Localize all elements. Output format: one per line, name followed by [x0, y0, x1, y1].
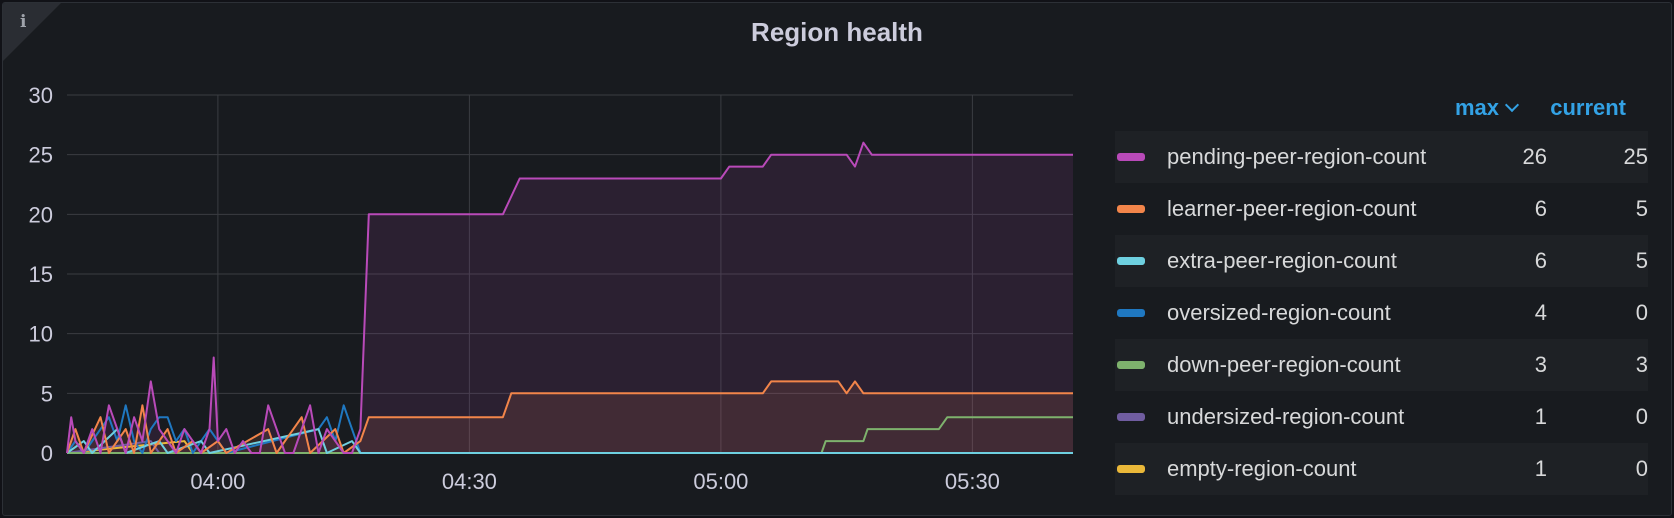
- legend-label: oversized-region-count: [1167, 300, 1391, 325]
- chart-plot: 0 5 10 15 20 25 30 04:00 04:30 05:00 05:30: [29, 83, 1073, 494]
- chevron-down-icon: [1504, 97, 1520, 113]
- legend-label: learner-peer-region-count: [1167, 196, 1417, 221]
- legend-swatch: [1117, 257, 1145, 265]
- x-tick-label: 04:00: [190, 469, 245, 494]
- legend-max-value: 6: [1534, 248, 1547, 273]
- info-icon[interactable]: i: [20, 12, 27, 32]
- legend-swatch: [1117, 413, 1145, 421]
- y-tick-label: 30: [29, 83, 53, 108]
- legend-header-current[interactable]: current: [1550, 95, 1626, 120]
- legend-swatch: [1117, 309, 1145, 317]
- y-tick-label: 20: [29, 202, 53, 227]
- legend-current-value: 0: [1635, 456, 1648, 481]
- series-line-down-peer-region-count: [67, 416, 1073, 454]
- series-lines: [66, 141, 1073, 454]
- x-tick-label: 04:30: [442, 469, 497, 494]
- y-tick-label: 10: [29, 322, 53, 347]
- legend-current-value: 5: [1635, 248, 1648, 273]
- y-tick-label: 5: [41, 381, 53, 406]
- legend-item-learner-peer-region-count[interactable]: learner-peer-region-count 6 5: [1115, 183, 1648, 235]
- legend: max current pending-peer-region-count 26 2…: [1115, 87, 1648, 495]
- x-tick-label: 05:00: [693, 469, 748, 494]
- legend-max-value: 4: [1534, 300, 1547, 325]
- legend-header-max[interactable]: max: [1455, 95, 1520, 121]
- series-line-learner-peer-region-count: [66, 380, 1073, 454]
- y-tick-label: 0: [41, 441, 53, 466]
- y-tick-label: 25: [29, 143, 53, 168]
- panel-title: Region health: [751, 17, 923, 47]
- legend-current-value: 0: [1635, 300, 1648, 325]
- legend-item-down-peer-region-count[interactable]: down-peer-region-count 3 3: [1115, 339, 1648, 391]
- legend-max-value: 3: [1534, 352, 1547, 377]
- series-fill-learner-peer-region-count: [67, 381, 1073, 453]
- legend-max-value: 1: [1534, 404, 1547, 429]
- y-tick-label: 15: [29, 262, 53, 287]
- legend-item-oversized-region-count[interactable]: oversized-region-count 4 0: [1115, 287, 1648, 339]
- legend-label: pending-peer-region-count: [1167, 144, 1427, 169]
- legend-max-value: 6: [1534, 196, 1547, 221]
- legend-item-pending-peer-region-count[interactable]: pending-peer-region-count 26 25: [1115, 131, 1648, 183]
- legend-swatch: [1117, 361, 1145, 369]
- legend-label: down-peer-region-count: [1167, 352, 1401, 377]
- legend-swatch: [1117, 205, 1145, 213]
- legend-max-value: 1: [1534, 456, 1547, 481]
- legend-current-value: 3: [1635, 352, 1648, 377]
- info-corner: [3, 3, 61, 61]
- series-fill-pending-peer-region-count: [67, 142, 1073, 453]
- legend-current-value: 0: [1635, 404, 1648, 429]
- legend-rows: pending-peer-region-count 26 25 learner-pee…: [1115, 131, 1648, 495]
- x-tick-label: 05:30: [945, 469, 1000, 494]
- legend-current-value: 25: [1623, 144, 1648, 169]
- legend-max-value: 26: [1522, 144, 1547, 169]
- x-axis-ticks: 04:00 04:30 05:00 05:30: [190, 469, 1000, 494]
- y-axis-ticks: 0 5 10 15 20 25 30: [29, 83, 53, 466]
- legend-item-extra-peer-region-count[interactable]: extra-peer-region-count 6 5: [1115, 235, 1648, 287]
- legend-swatch: [1117, 153, 1145, 161]
- chart-grid: [67, 94, 1073, 454]
- series-fills: [67, 142, 1073, 453]
- legend-item-undersized-region-count[interactable]: undersized-region-count 1 0: [1115, 391, 1648, 443]
- legend-label: undersized-region-count: [1167, 404, 1405, 429]
- legend-swatch: [1117, 465, 1145, 473]
- legend-header-max-label: max: [1455, 95, 1500, 120]
- legend-header: max current: [1115, 87, 1648, 131]
- legend-current-value: 5: [1635, 196, 1648, 221]
- legend-label: empty-region-count: [1167, 456, 1357, 481]
- series-line-pending-peer-region-count: [66, 141, 1073, 454]
- legend-label: extra-peer-region-count: [1167, 248, 1397, 273]
- legend-item-empty-region-count[interactable]: empty-region-count 1 0: [1115, 443, 1648, 495]
